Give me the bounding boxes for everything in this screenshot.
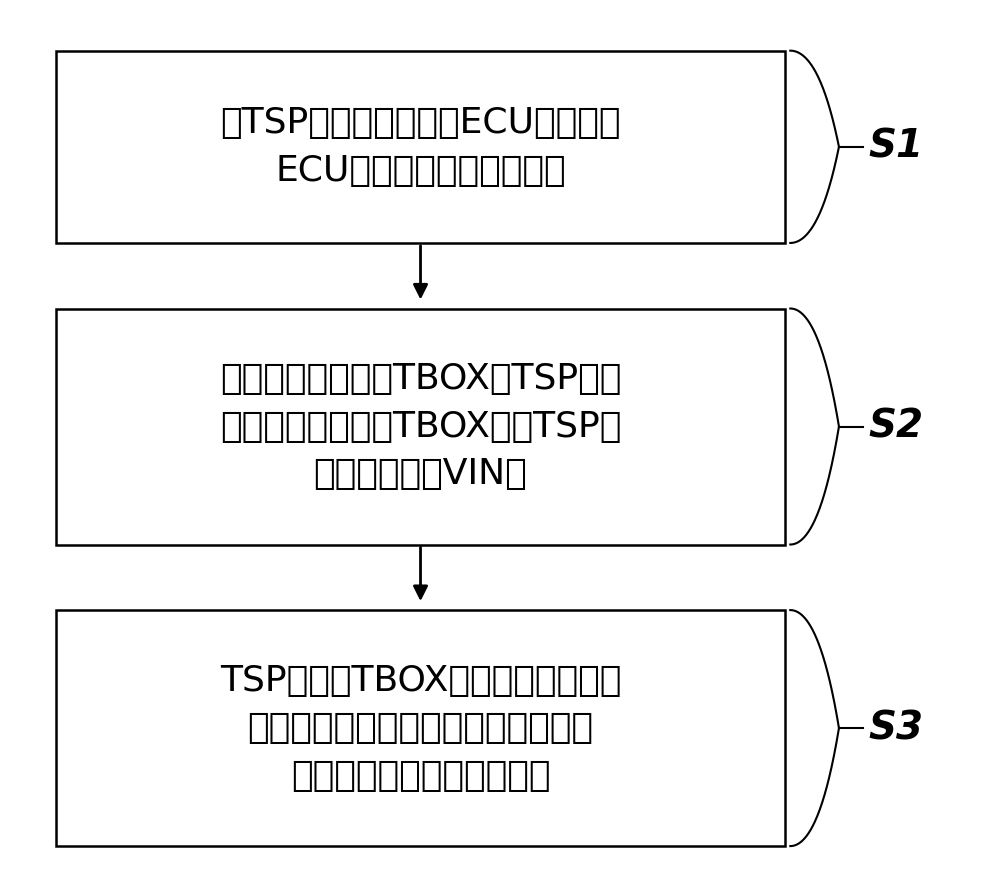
Text: S3: S3 [868,710,922,747]
Bar [55,308,785,544]
Text: TSP云台向TBOX下发远程电检指令
，车辆基于远程电检指令进行依次远
程静态检测及远程动态检测: TSP云台向TBOX下发远程电检指令 ，车辆基于远程电检指令进行依次远 程静态检… [220,663,620,793]
Bar [55,610,785,846]
Text: 整车上电后，建立TBOX与TSP云台
的通讯连接，同时TBOX接收TSP云
台返回的真实VIN码: 整车上电后，建立TBOX与TSP云台 的通讯连接，同时TBOX接收TSP云 台返… [220,362,620,491]
Text: 向TSP云台上传车辆的ECU信息一、
ECU追溯信息一及报警参数: 向TSP云台上传车辆的ECU信息一、 ECU追溯信息一及报警参数 [220,106,620,187]
Text: S1: S1 [868,128,922,166]
Bar [55,51,785,243]
Text: S2: S2 [868,408,922,446]
